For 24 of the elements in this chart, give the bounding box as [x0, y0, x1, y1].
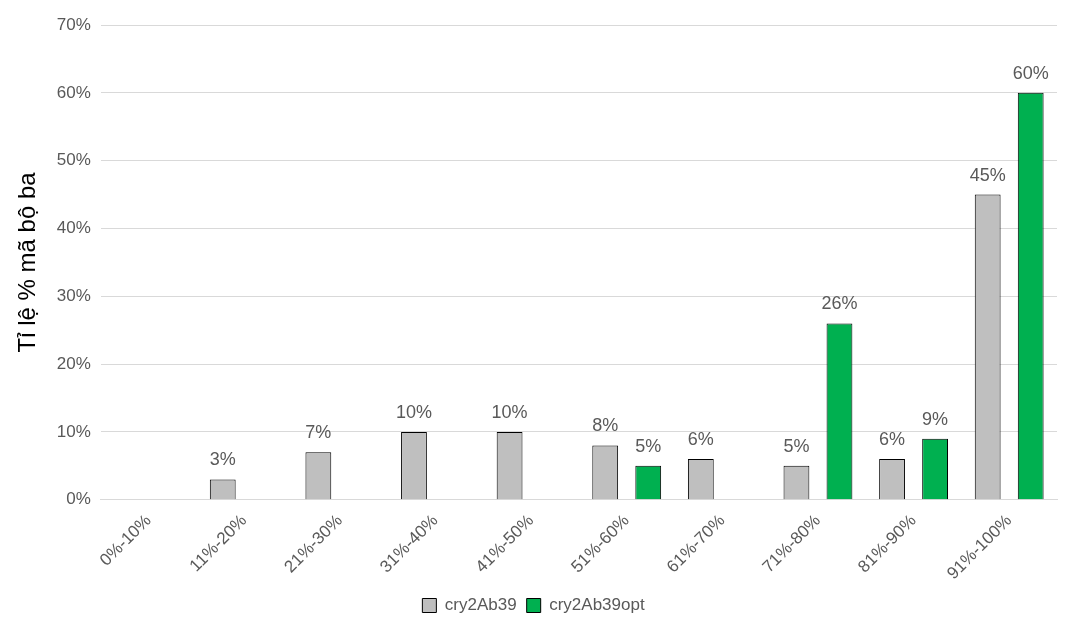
- data-label: 10%: [395, 401, 432, 422]
- data-label: 26%: [821, 293, 858, 314]
- data-label: 5%: [783, 435, 810, 456]
- y-axis-title: Tỉ lệ % mã bộ ba: [13, 171, 41, 353]
- data-label: 6%: [879, 429, 906, 450]
- y-tick-label: 50%: [56, 150, 91, 170]
- data-label: 9%: [922, 408, 949, 429]
- y-tick-label: 40%: [56, 218, 91, 238]
- y-tick-label: 0%: [66, 489, 91, 509]
- data-label: 45%: [969, 164, 1006, 185]
- data-label: 3%: [209, 449, 236, 470]
- data-label: 8%: [592, 415, 619, 436]
- y-tick-label: 10%: [56, 421, 91, 441]
- legend-label: cry2Ab39: [444, 595, 517, 615]
- data-label: 7%: [305, 422, 332, 443]
- data-label: 6%: [687, 429, 714, 450]
- y-tick-label: 20%: [56, 353, 91, 373]
- legend-label: cry2Ab39opt: [549, 595, 645, 615]
- y-tick-label: 70%: [56, 14, 91, 34]
- data-label: 5%: [635, 435, 662, 456]
- y-tick-label: 30%: [56, 285, 91, 305]
- y-tick-label: 60%: [56, 82, 91, 102]
- data-label: 10%: [491, 401, 528, 422]
- data-label: 60%: [1012, 62, 1049, 83]
